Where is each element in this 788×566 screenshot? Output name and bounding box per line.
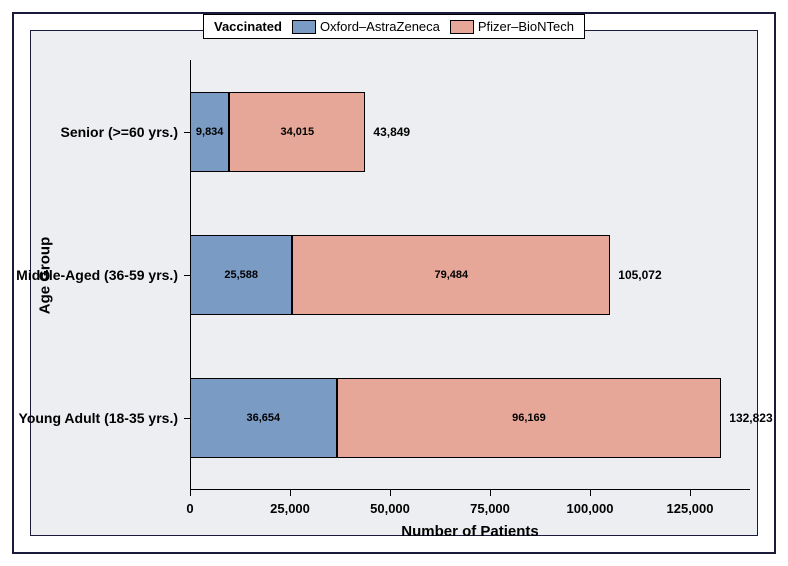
- bar-value-label: 25,588: [224, 269, 258, 281]
- legend-swatch-1: [450, 20, 474, 34]
- legend-title: Vaccinated: [214, 19, 282, 34]
- bar-value-label: 79,484: [434, 269, 468, 281]
- y-tick-label: Middle-Aged (36-59 yrs.): [16, 267, 190, 283]
- x-axis-line: [190, 489, 750, 490]
- legend-label-0: Oxford–AstraZeneca: [320, 19, 440, 34]
- bar-segment: 79,484: [292, 235, 610, 315]
- y-tick-label: Senior (>=60 yrs.): [60, 124, 190, 140]
- bar-total-label: 132,823: [721, 411, 772, 425]
- bar-value-label: 34,015: [281, 126, 315, 138]
- bar-segment: 25,588: [190, 235, 292, 315]
- x-tick: [690, 490, 691, 496]
- y-tick-label: Young Adult (18-35 yrs.): [19, 410, 190, 426]
- bar-segment: 36,654: [190, 378, 337, 458]
- bar-row: 36,65496,169132,823: [190, 378, 721, 458]
- bar-segment: 96,169: [337, 378, 722, 458]
- legend-item-1: Pfizer–BioNTech: [450, 19, 574, 34]
- bar-segment: 9,834: [190, 92, 229, 172]
- x-tick: [590, 490, 591, 496]
- x-tick: [190, 490, 191, 496]
- legend: Vaccinated Oxford–AstraZeneca Pfizer–Bio…: [203, 14, 585, 39]
- bar-value-label: 9,834: [196, 126, 224, 138]
- legend-swatch-0: [292, 20, 316, 34]
- x-tick: [490, 490, 491, 496]
- bar-total-label: 105,072: [610, 268, 661, 282]
- bar-segment: 34,015: [229, 92, 365, 172]
- bar-total-label: 43,849: [365, 125, 410, 139]
- x-tick: [290, 490, 291, 496]
- x-tick: [390, 490, 391, 496]
- bar-row: 25,58879,484105,072: [190, 235, 610, 315]
- x-tick-label: 0: [186, 501, 193, 516]
- bar-value-label: 96,169: [512, 412, 546, 424]
- chart-container: Vaccinated Oxford–AstraZeneca Pfizer–Bio…: [0, 0, 788, 566]
- x-tick-label: 125,000: [667, 501, 714, 516]
- x-tick-label: 100,000: [567, 501, 614, 516]
- plot-area: Number of Patients 025,00050,00075,00010…: [190, 60, 750, 490]
- x-tick-label: 75,000: [470, 501, 510, 516]
- x-tick-label: 50,000: [370, 501, 410, 516]
- bar-row: 9,83434,01543,849: [190, 92, 365, 172]
- x-tick-label: 25,000: [270, 501, 310, 516]
- bar-value-label: 36,654: [246, 412, 280, 424]
- x-axis-title: Number of Patients: [190, 523, 750, 540]
- legend-label-1: Pfizer–BioNTech: [478, 19, 574, 34]
- legend-item-0: Oxford–AstraZeneca: [292, 19, 440, 34]
